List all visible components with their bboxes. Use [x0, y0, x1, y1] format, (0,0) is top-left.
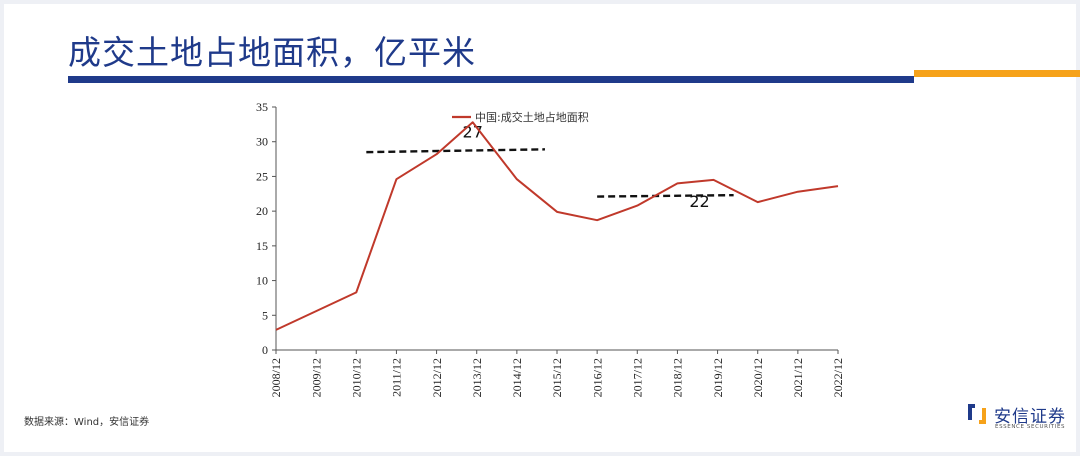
- logo-subtitle: ESSENCE SECURITIES: [995, 424, 1066, 430]
- title-rule-orange: [914, 70, 1080, 77]
- x-tick-label: 2014/12: [510, 358, 524, 397]
- chart-series: [275, 121, 839, 331]
- x-tick-label: 2012/12: [430, 358, 444, 397]
- y-tick-label: 10: [256, 274, 268, 288]
- series-line: [275, 121, 839, 331]
- company-logo: 安信证券 ESSENCE SECURITIES: [966, 400, 1070, 434]
- x-tick-label: 2010/12: [349, 358, 363, 397]
- title-rule-blue: [68, 76, 914, 83]
- annotation-dashed-line: [366, 148, 545, 154]
- y-tick-label: 20: [256, 204, 268, 218]
- page-title: 成交土地占地面积，亿平米: [68, 33, 476, 72]
- x-tick-label: 2011/12: [390, 358, 404, 397]
- logo-mark-icon: [968, 404, 986, 424]
- y-tick-label: 25: [256, 169, 268, 183]
- x-tick-label: 2021/12: [791, 358, 805, 397]
- x-tick-label: 2013/12: [470, 358, 484, 397]
- y-tick-label: 15: [256, 239, 268, 253]
- source-note: 数据来源：Wind，安信证券: [24, 417, 150, 428]
- y-tick-label: 35: [256, 100, 268, 114]
- annotation-label: 22: [689, 192, 709, 211]
- chart-axes: 0 5 10 15 20 25 30 35 2008/12 2009/12 2010/12 2011/…: [256, 100, 845, 397]
- x-tick-label: 2017/12: [630, 358, 644, 397]
- chart-legend: 中国:成交土地占地面积: [452, 110, 589, 124]
- y-tick-label: 30: [256, 135, 268, 149]
- x-tick-label: 2022/12: [831, 358, 845, 397]
- x-tick-label: 2020/12: [751, 358, 765, 397]
- y-tick-label: 5: [262, 308, 268, 322]
- x-tick-label: 2016/12: [590, 358, 604, 397]
- legend-label: 中国:成交土地占地面积: [475, 110, 589, 124]
- annotation-dashed-line: [597, 193, 734, 198]
- x-tick-label: 2009/12: [309, 358, 323, 397]
- x-tick-label: 2008/12: [269, 358, 283, 397]
- logo-name: 安信证券: [994, 407, 1066, 427]
- x-tick-label: 2015/12: [550, 358, 564, 397]
- x-tick-label: 2019/12: [711, 358, 725, 397]
- y-tick-label: 0: [262, 343, 268, 357]
- x-tick-label: 2018/12: [671, 358, 685, 397]
